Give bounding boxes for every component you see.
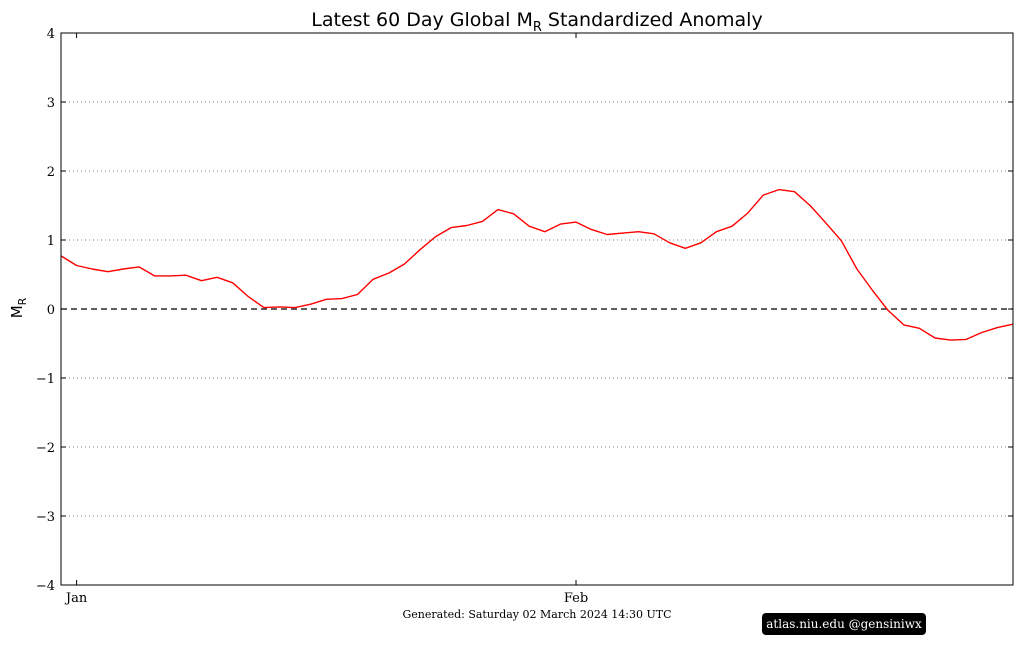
series-line [61, 188, 1013, 341]
chart-title-main: Latest 60 Day Global M [311, 9, 533, 31]
credit-text: atlas.niu.edu @gensiniwx [766, 617, 922, 631]
y-tick-label: 2 [47, 165, 55, 180]
y-tick-label: −3 [36, 510, 55, 525]
credit-badge: atlas.niu.edu @gensiniwx [762, 613, 926, 635]
y-tick-label: 1 [47, 234, 55, 249]
y-axis-label-subscript: R [16, 297, 29, 305]
plot-area: −4 −3 −2 −1 0 1 2 3 4 Jan Feb [36, 27, 1014, 606]
x-tick-label: Feb [564, 591, 588, 606]
y-axis-label: MR [8, 297, 29, 318]
chart-title: Latest 60 Day Global MR Standardized Anom… [311, 9, 762, 35]
credit-badge-background [762, 613, 926, 635]
x-ticks: Jan Feb [64, 33, 588, 606]
y-tick-label: 0 [47, 303, 55, 318]
chart-title-rest: Standardized Anomaly [548, 9, 763, 31]
y-tick-label: −1 [36, 372, 55, 387]
y-axis-label-main: M [8, 305, 26, 318]
y-ticks: −4 −3 −2 −1 0 1 2 3 4 [36, 27, 1013, 594]
series-layer [61, 188, 1013, 341]
generated-timestamp: Generated: Saturday 02 March 2024 14:30 … [402, 608, 671, 621]
y-tick-label: 4 [47, 27, 55, 42]
y-tick-label: −2 [36, 441, 55, 456]
gridlines [61, 101, 1013, 517]
y-tick-label: −4 [36, 579, 55, 594]
chart-title-subscript: R [533, 20, 542, 35]
y-tick-label: 3 [47, 96, 55, 111]
x-tick-label: Jan [64, 591, 88, 606]
